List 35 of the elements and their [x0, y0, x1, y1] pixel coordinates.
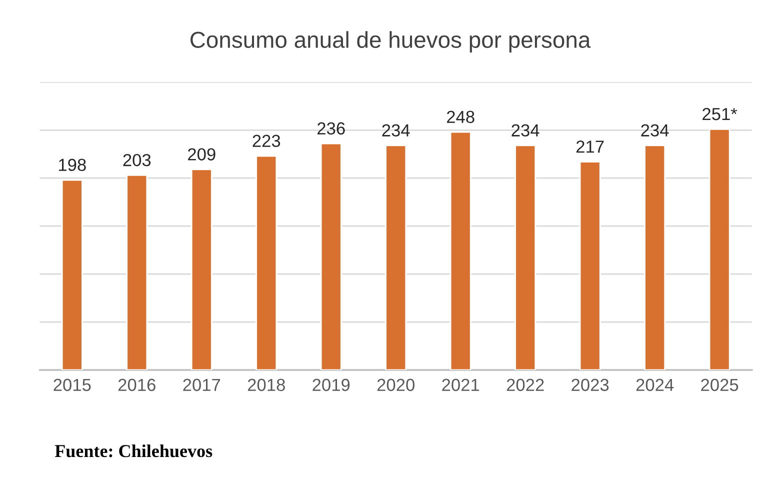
data-label: 236 — [318, 122, 345, 135]
chart-title: Consumo anual de huevos por persona — [190, 31, 591, 52]
bar — [320, 142, 342, 370]
x-tick-label: 2019 — [312, 378, 350, 392]
bar — [126, 174, 148, 370]
bar — [644, 144, 666, 370]
data-label: 251* — [702, 108, 738, 120]
data-label: 217 — [576, 140, 604, 153]
x-tick-label: 2016 — [118, 378, 156, 392]
bar — [450, 131, 472, 370]
bar — [256, 155, 278, 370]
data-label: 198 — [58, 158, 86, 172]
bar — [708, 128, 730, 370]
x-tick-label: 2015 — [54, 378, 91, 392]
data-label: 248 — [446, 110, 474, 124]
x-tick-label: 2024 — [636, 378, 674, 392]
data-label: 203 — [123, 154, 151, 166]
x-tick-label: 2021 — [442, 378, 480, 392]
data-label: 234 — [512, 124, 540, 136]
data-label: 234 — [382, 124, 410, 136]
bar — [190, 168, 212, 370]
x-tick-label: 2018 — [248, 378, 285, 392]
bar — [61, 179, 83, 370]
data-label: 223 — [252, 134, 280, 148]
x-tick-label: 2025 — [701, 378, 738, 392]
bar — [385, 144, 407, 370]
bar — [514, 144, 536, 370]
data-label: 209 — [188, 148, 216, 160]
x-tick-label: 2017 — [183, 378, 220, 392]
x-tick-label: 2022 — [506, 378, 544, 392]
x-tick-label: 2020 — [377, 378, 414, 392]
data-label: 234 — [641, 124, 669, 136]
x-tick-label: 2023 — [572, 378, 609, 392]
bar — [579, 161, 601, 370]
source-note: Fuente: Chilehuevos — [54, 444, 212, 458]
